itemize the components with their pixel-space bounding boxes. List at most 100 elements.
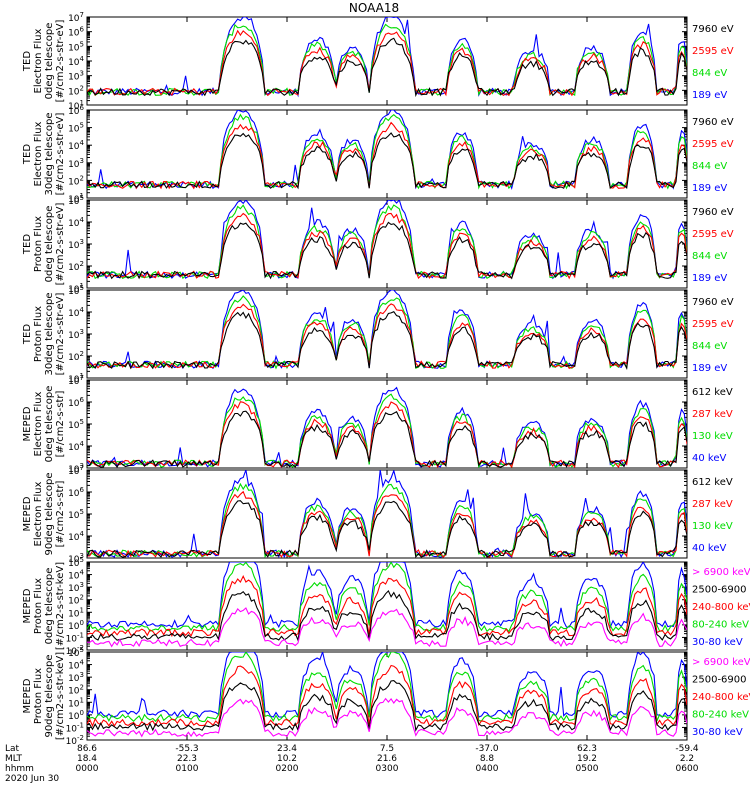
y-axis-label-line: TED <box>22 234 33 255</box>
panel-4: 101 102 103 104 105 TED Proton Flux 30deg teles… <box>22 284 734 385</box>
x-tick-hhmm: 0100 <box>176 764 199 774</box>
x-axis-row-label: Lat <box>5 744 20 754</box>
x-tick-mlt: 18.4 <box>77 754 97 764</box>
y-axis-label-line: [#/cm2-s-str-keV] <box>55 562 66 650</box>
flux-series-group <box>87 470 687 558</box>
y-axis-label-line: 30deg telescope <box>44 292 55 375</box>
y-tick-label: 105 <box>68 556 84 569</box>
panel-6: 103 104 105 106 107 MEPED Electron Flux 90deg t… <box>22 464 733 565</box>
x-tick-hhmm: 0000 <box>76 764 99 774</box>
x-axis-row-label: MLT <box>5 754 23 764</box>
y-axis-label-line: MEPED <box>22 678 33 713</box>
y-tick-label: 103 <box>68 157 84 170</box>
flux-trace-green <box>87 23 687 97</box>
y-axis-label-line: 0deg telescope <box>44 568 55 645</box>
legend-entry: 844 eV <box>692 161 727 172</box>
legend-entry: 80-240 keV <box>692 710 749 721</box>
y-axis-label-line: MEPED <box>22 588 33 623</box>
y-tick-label: 10-2 <box>66 734 84 747</box>
y-axis-label-line: MEPED <box>22 406 33 441</box>
flux-trace-green <box>87 482 687 558</box>
y-tick-label: 101 <box>68 696 84 709</box>
y-axis-label-line: TED <box>22 51 33 72</box>
panel-5: 103 104 105 106 107 MEPED Electron Flux 0deg te… <box>22 374 733 475</box>
x-tick-lat: -37.0 <box>475 744 499 754</box>
legend-entry: 30-80 keV <box>692 637 743 648</box>
y-tick-label: 100 <box>68 709 84 722</box>
x-tick-mlt: 8.8 <box>480 754 495 764</box>
y-tick-label: 104 <box>68 440 84 453</box>
panel-frame <box>86 651 688 741</box>
flux-trace-magenta <box>87 697 687 738</box>
legend-entry: 2500-6900 <box>692 674 747 685</box>
x-tick-mlt: 10.2 <box>277 754 297 764</box>
y-tick-label: 103 <box>68 671 84 684</box>
y-axis-label-line: TED <box>22 324 33 345</box>
panel-frame <box>86 561 688 651</box>
flux-series-group <box>87 200 687 280</box>
x-tick-lat: 23.4 <box>277 744 297 754</box>
y-axis-label-line: Electron Flux <box>33 28 44 93</box>
y-tick-label: 105 <box>68 40 84 53</box>
y-tick-label: 101 <box>68 372 84 385</box>
y-tick-label: 104 <box>68 216 84 229</box>
y-tick-label: 103 <box>68 462 84 475</box>
flux-trace-black <box>87 410 687 468</box>
y-axis-label-line: [#/cm2-s-str-eV] <box>55 293 66 376</box>
legend-entry: 30-80 keV <box>692 727 743 738</box>
y-tick-label: 10-2 <box>66 644 84 657</box>
flux-trace-red <box>87 664 687 728</box>
x-tick-mlt: 19.2 <box>577 754 597 764</box>
y-tick-label: 10-1 <box>66 721 84 734</box>
flux-trace-green <box>87 562 687 633</box>
y-tick-label: 100 <box>68 619 84 632</box>
x-axis-row-label: 2020 Jun 30 <box>5 774 59 784</box>
legend-entry: 7960 eV <box>692 297 734 308</box>
y-tick-label: 103 <box>68 238 84 251</box>
y-axis-label-line: Proton Flux <box>33 306 44 362</box>
x-tick-lat: 7.5 <box>380 744 394 754</box>
y-tick-label: 104 <box>68 659 84 672</box>
y-tick-label: 103 <box>68 70 84 83</box>
flux-trace-magenta <box>87 607 687 648</box>
flux-trace-blue <box>87 652 687 719</box>
y-axis-label-line: 0deg telescope <box>44 206 55 283</box>
y-axis-label-line: [#/cm2-s-str] <box>55 390 66 457</box>
x-tick-mlt: 21.6 <box>377 754 397 764</box>
legend-entry: 130 keV <box>692 431 733 442</box>
y-axis-label-line: Electron Flux <box>33 391 44 456</box>
flux-trace-black <box>87 221 687 280</box>
y-tick-label: 105 <box>68 418 84 431</box>
y-tick-label: 107 <box>68 464 84 477</box>
y-tick-label: 105 <box>68 194 84 207</box>
y-tick-label: 105 <box>68 122 84 135</box>
y-tick-label: 102 <box>68 174 84 187</box>
flux-series-group <box>87 17 687 98</box>
legend-entry: 189 eV <box>692 363 727 374</box>
flux-trace-blue <box>87 562 687 630</box>
y-tick-label: 102 <box>68 684 84 697</box>
x-tick-lat: 62.3 <box>577 744 597 754</box>
x-tick-lat: -55.3 <box>175 744 198 754</box>
flux-series-group <box>87 386 687 468</box>
y-tick-label: 107 <box>68 11 84 24</box>
y-tick-label: 104 <box>68 530 84 543</box>
y-tick-label: 102 <box>68 260 84 273</box>
x-tick-lat: -59.4 <box>675 744 699 754</box>
legend-entry: 40 keV <box>692 543 726 554</box>
y-tick-label: 105 <box>68 508 84 521</box>
y-tick-label: 103 <box>68 552 84 565</box>
x-tick-hhmm: 0400 <box>476 764 499 774</box>
x-tick-hhmm: 0200 <box>276 764 299 774</box>
y-axis-label-line: 0deg telescope <box>44 23 55 100</box>
y-tick-label: 101 <box>68 99 84 112</box>
legend-entry: 287 keV <box>692 499 733 510</box>
y-axis-label-line: 90deg telescope <box>44 654 55 737</box>
y-tick-label: 106 <box>68 104 84 117</box>
x-tick-mlt: 2.2 <box>680 754 694 764</box>
flux-trace-black <box>87 37 687 98</box>
y-axis-label-line: [#/cm2-s-str-eV] <box>55 20 66 103</box>
legend-entry: 844 eV <box>692 68 727 79</box>
